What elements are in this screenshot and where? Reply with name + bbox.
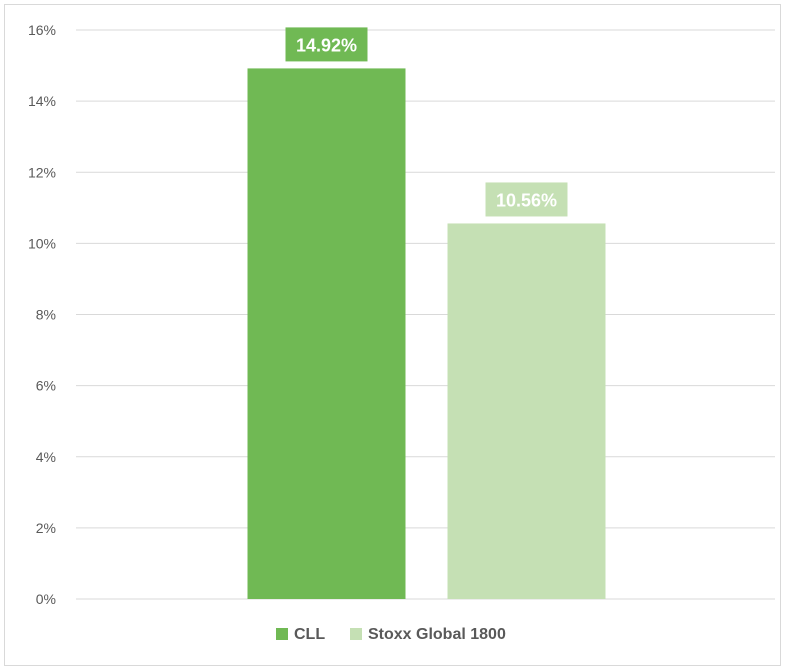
legend-label: CLL (294, 626, 325, 643)
y-tick-label: 2% (36, 520, 56, 536)
legend: CLL Stoxx Global 1800 (276, 626, 506, 643)
y-tick-label: 6% (36, 378, 56, 394)
grid-lines (76, 29, 775, 600)
data-label: 14.92% (296, 35, 357, 55)
legend-swatch (276, 628, 288, 640)
legend-label: Stoxx Global 1800 (368, 626, 506, 643)
y-axis: 0% 2% 4% 6% 8% 10% 12% 14% 16% (28, 22, 56, 607)
data-label-box (485, 182, 568, 217)
bar-stoxx-global-1800 (447, 223, 606, 599)
data-label: 10.56% (496, 190, 557, 210)
y-tick-label: 10% (28, 235, 56, 251)
bar-cll (247, 68, 406, 600)
y-tick-label: 0% (36, 591, 56, 607)
bars (247, 68, 606, 600)
y-tick-label: 16% (28, 22, 56, 38)
y-tick-label: 4% (36, 449, 56, 465)
y-tick-label: 8% (36, 307, 56, 323)
data-label-box (285, 27, 368, 62)
y-tick-label: 12% (28, 164, 56, 180)
data-labels: 14.92% 10.56% (285, 27, 568, 217)
legend-swatch (350, 628, 362, 640)
y-tick-label: 14% (28, 93, 56, 109)
